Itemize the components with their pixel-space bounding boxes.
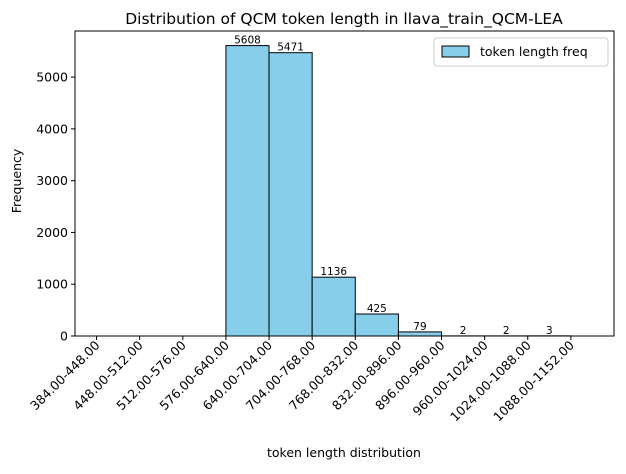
y-tick-label-2: 2000 (36, 225, 68, 240)
y-axis-label: Frequency (9, 148, 24, 213)
data-label-2: 1136 (320, 266, 347, 278)
data-label-1: 5471 (277, 42, 304, 54)
bar-3 (355, 314, 398, 336)
y-tick-label-5: 5000 (36, 70, 68, 85)
y-tick-label-0: 0 (60, 329, 68, 344)
x-tick-label-10: 1024.00-1088.00 (447, 337, 534, 424)
data-label-3: 425 (367, 303, 387, 315)
data-label-7: 3 (546, 325, 553, 337)
x-axis-label: token length distribution (267, 445, 421, 460)
axes-layer: 010002000300040005000384.00-448.00448.00… (27, 31, 614, 424)
data-label-5: 2 (460, 325, 467, 337)
x-tick-label-9: 960.00-1024.00 (409, 337, 490, 418)
y-tick-label-4: 4000 (36, 121, 68, 136)
legend: token length freq (434, 38, 608, 66)
bar-1 (269, 53, 312, 336)
bar-2 (312, 277, 355, 336)
y-tick-label-3: 3000 (36, 173, 68, 188)
bars-layer (226, 46, 571, 336)
bar-0 (226, 46, 269, 336)
data-label-6: 2 (503, 325, 510, 337)
x-tick-label-11: 1088.00-1152.00 (490, 337, 577, 424)
data-label-4: 79 (413, 321, 426, 333)
legend-label: token length freq (480, 44, 588, 59)
y-tick-label-1: 1000 (36, 277, 68, 292)
data-label-0: 5608 (234, 35, 261, 47)
legend-swatch (442, 46, 469, 57)
chart-title: Distribution of QCM token length in llav… (125, 10, 563, 29)
